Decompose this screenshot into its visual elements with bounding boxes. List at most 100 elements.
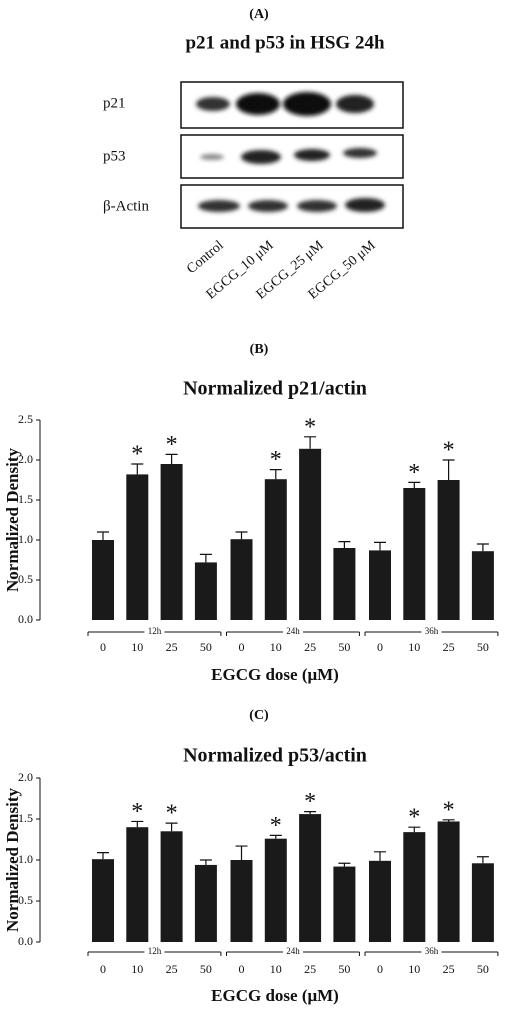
chart-title: Normalized p21/actin bbox=[183, 378, 367, 400]
bar bbox=[299, 448, 322, 620]
y-tick-label: 0.5 bbox=[18, 893, 33, 907]
bar bbox=[333, 548, 356, 620]
error-bar bbox=[408, 826, 421, 833]
x-tick-label: 10 bbox=[408, 640, 420, 654]
group-label-bg bbox=[282, 627, 303, 637]
x-tick-label: 0 bbox=[100, 640, 106, 654]
significance-mark: * bbox=[131, 799, 143, 825]
error-bar bbox=[269, 834, 282, 839]
chart-title: Normalized p53/actin bbox=[183, 745, 367, 767]
x-tick-label: 50 bbox=[477, 640, 489, 654]
bar bbox=[194, 562, 217, 620]
row-label: p21 bbox=[103, 95, 126, 111]
group-label: 12h bbox=[148, 626, 162, 636]
x-tick-label: 50 bbox=[200, 962, 212, 976]
y-tick-label: 1.5 bbox=[18, 811, 33, 825]
lane-label: Control bbox=[184, 238, 226, 277]
bar bbox=[230, 860, 253, 942]
x-tick-label: 25 bbox=[443, 640, 455, 654]
significance-mark: * bbox=[270, 813, 282, 839]
significance-mark: * bbox=[304, 789, 316, 815]
group-label: 36h bbox=[425, 626, 439, 636]
bar bbox=[471, 551, 494, 620]
y-tick-label: 1.0 bbox=[18, 852, 33, 866]
bar bbox=[126, 827, 149, 942]
group-label: 24h bbox=[286, 626, 300, 636]
bar bbox=[403, 832, 426, 942]
group-label-bg bbox=[144, 947, 165, 957]
error-bar bbox=[442, 459, 455, 480]
error-bar bbox=[374, 851, 386, 861]
row-label: β-Actin bbox=[103, 198, 149, 214]
x-tick-label: 10 bbox=[131, 640, 143, 654]
error-bar bbox=[304, 436, 317, 449]
error-bar bbox=[165, 453, 178, 464]
error-bar bbox=[338, 541, 351, 548]
bar bbox=[471, 863, 494, 942]
error-bar bbox=[165, 822, 178, 832]
x-axis-label: EGCG dose (μM) bbox=[211, 986, 339, 1005]
bar bbox=[437, 821, 460, 942]
error-bar bbox=[304, 811, 317, 815]
x-tick-label: 0 bbox=[239, 962, 245, 976]
significance-mark: * bbox=[166, 801, 178, 827]
y-tick-label: 2.0 bbox=[18, 452, 33, 466]
significance-mark: * bbox=[408, 805, 420, 831]
bar bbox=[264, 479, 287, 620]
group-label-bg bbox=[282, 947, 303, 957]
bar bbox=[299, 814, 322, 942]
bands bbox=[196, 92, 385, 212]
significance-mark: * bbox=[304, 414, 316, 440]
bar bbox=[194, 864, 217, 942]
error-bar bbox=[131, 463, 144, 475]
x-tick-label: 10 bbox=[270, 640, 282, 654]
y-axis-label: Normalized Density bbox=[3, 448, 22, 593]
group-label: 12h bbox=[148, 946, 162, 956]
significance-mark: * bbox=[443, 438, 455, 464]
x-tick-label: 0 bbox=[377, 640, 383, 654]
error-bar bbox=[269, 469, 282, 480]
error-bar bbox=[476, 856, 489, 864]
x-tick-label: 0 bbox=[377, 962, 383, 976]
error-bar bbox=[338, 862, 351, 867]
blot-title: p21 and p53 in HSG 24h bbox=[185, 32, 384, 53]
group-label: 36h bbox=[425, 946, 439, 956]
y-tick-label: 1.0 bbox=[18, 532, 33, 546]
group-label-bg bbox=[144, 627, 165, 637]
panel-label: (B) bbox=[250, 342, 269, 357]
x-tick-label: 50 bbox=[338, 962, 350, 976]
x-tick-label: 25 bbox=[304, 962, 316, 976]
panel-label: (A) bbox=[249, 7, 269, 22]
x-tick-label: 25 bbox=[166, 962, 178, 976]
group-label-bg bbox=[421, 947, 442, 957]
x-tick-label: 50 bbox=[477, 962, 489, 976]
error-bar bbox=[476, 543, 489, 552]
significance-mark: * bbox=[166, 432, 178, 458]
significance-mark: * bbox=[131, 442, 143, 468]
bar bbox=[230, 539, 253, 620]
y-tick-label: 1.5 bbox=[18, 492, 33, 506]
error-bar bbox=[374, 541, 386, 551]
error-bar bbox=[199, 553, 212, 563]
error-bar bbox=[442, 819, 455, 822]
x-tick-label: 0 bbox=[100, 962, 106, 976]
x-tick-label: 10 bbox=[408, 962, 420, 976]
x-tick-label: 25 bbox=[443, 962, 455, 976]
error-bar bbox=[97, 852, 109, 860]
y-axis-label: Normalized Density bbox=[3, 788, 22, 933]
error-bar bbox=[97, 531, 109, 540]
y-tick-label: 0.0 bbox=[18, 612, 33, 626]
row-label: p53 bbox=[103, 148, 126, 164]
bar bbox=[160, 464, 183, 620]
error-bar bbox=[408, 481, 421, 488]
x-tick-label: 10 bbox=[131, 962, 143, 976]
y-tick-label: 2.5 bbox=[18, 412, 33, 426]
error-bar bbox=[131, 820, 144, 828]
bar bbox=[333, 866, 356, 942]
significance-mark: * bbox=[270, 447, 282, 473]
bar bbox=[92, 859, 114, 942]
bar bbox=[369, 860, 391, 942]
significance-mark: * bbox=[443, 797, 455, 823]
y-tick-label: 2.0 bbox=[18, 770, 33, 784]
